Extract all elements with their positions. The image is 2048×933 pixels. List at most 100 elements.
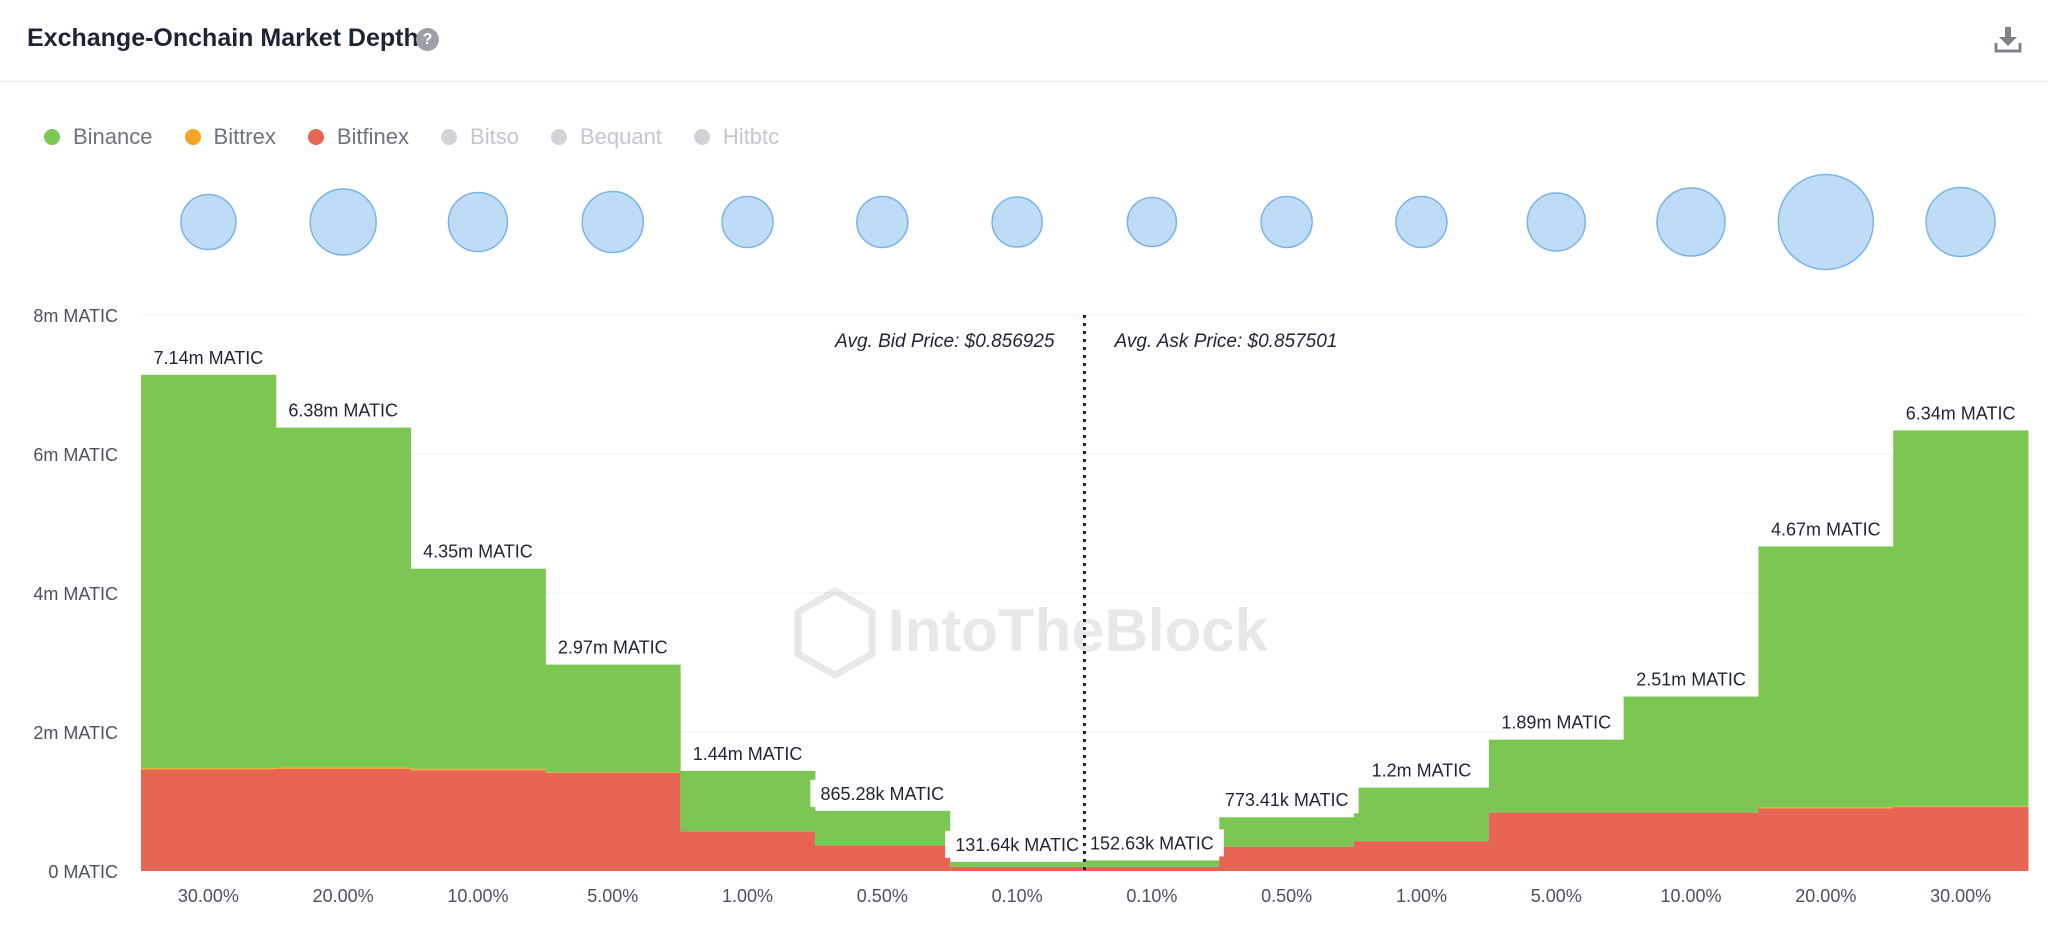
- legend-dot-icon: [44, 129, 60, 145]
- x-tick-label: 0.10%: [1126, 886, 1177, 906]
- legend-label: Bitso: [470, 124, 519, 149]
- liquidity-bubble: [1925, 186, 1996, 258]
- bar-segment-bittrex: [1758, 807, 1894, 809]
- liquidity-bubble: [856, 195, 909, 249]
- legend-item-bitfinex[interactable]: Bitfinex: [307, 124, 410, 150]
- chart-header: Exchange-Onchain Market Depth ?: [0, 0, 2048, 82]
- bar-segment-binance: [1893, 430, 2029, 807]
- y-tick-label: 6m MATIC: [33, 445, 118, 465]
- data-label-bg: [1079, 829, 1224, 857]
- data-label: 6.38m MATIC: [288, 401, 398, 421]
- x-tick-label: 20.00%: [1795, 886, 1856, 906]
- bar-segment-binance: [949, 861, 1085, 867]
- liquidity-bubble: [1656, 187, 1726, 257]
- legend-dot-icon: [441, 129, 458, 145]
- avg-ask-price-label: Avg. Ask Price: $0.857501: [1114, 331, 1338, 352]
- y-tick-label: 4m MATIC: [33, 584, 118, 604]
- legend-label: Bitfinex: [336, 124, 410, 149]
- bar-segment-binance: [1219, 817, 1355, 847]
- data-label: 152.63k MATIC: [1090, 833, 1214, 853]
- liquidity-bubble: [581, 190, 644, 254]
- liquidity-bubble: [1126, 196, 1178, 248]
- liquidity-bubble: [447, 191, 509, 253]
- bar-segment-binance: [410, 568, 546, 769]
- legend-dot-icon: [550, 129, 567, 145]
- data-label-bg: [810, 779, 955, 807]
- data-label-bg: [945, 830, 1090, 858]
- avg-bid-price-label: Avg. Bid Price: $0.856925: [834, 331, 1055, 352]
- liquidity-bubble: [180, 193, 237, 251]
- legend-item-bittrex[interactable]: Bittrex: [184, 124, 276, 150]
- download-icon[interactable]: [1993, 24, 2023, 54]
- data-label-bg: [551, 633, 675, 661]
- data-label: 131.64k MATIC: [955, 835, 1079, 855]
- watermark-logo-icon: [794, 586, 876, 680]
- data-label-bg: [1764, 515, 1888, 543]
- bar-segment-bittrex: [410, 768, 546, 771]
- bar-segment-bittrex: [275, 767, 412, 769]
- legend-dot-icon: [693, 129, 710, 145]
- data-label-bg: [416, 537, 540, 565]
- bar-segment-bitfinex: [141, 769, 277, 871]
- data-label: 773.41k MATIC: [1225, 790, 1349, 810]
- bar-segment-bitfinex: [275, 768, 412, 871]
- bar-segment-bitfinex: [1893, 807, 2029, 871]
- data-label-bg: [1364, 756, 1478, 784]
- bar-segment-bittrex: [1893, 806, 2029, 808]
- data-label: 1.44m MATIC: [693, 744, 803, 764]
- bar-segment-bitfinex: [1488, 812, 1625, 871]
- bar-segment-bitfinex: [1219, 846, 1355, 871]
- liquidity-bubble: [991, 196, 1043, 248]
- bar-segment-bitfinex: [1623, 812, 1759, 871]
- bar-segment-bitfinex: [410, 770, 546, 871]
- bar-segment-binance: [545, 664, 681, 773]
- data-label: 865.28k MATIC: [820, 784, 944, 804]
- chart-legend: Binance Bittrex Bitfinex Bitso Bequant Hitbtc: [44, 120, 811, 154]
- liquidity-bubble: [721, 195, 774, 249]
- bar-segment-bittrex: [141, 768, 277, 770]
- data-label-bg: [1494, 708, 1618, 736]
- x-tick-label: 30.00%: [1930, 886, 1991, 906]
- bar-segment-bitfinex: [949, 866, 1085, 871]
- y-tick-label: 0 MATIC: [48, 862, 118, 882]
- y-tick-label: 8m MATIC: [33, 306, 118, 326]
- liquidity-bubble: [309, 188, 377, 256]
- legend-dot-icon: [184, 129, 201, 145]
- page-title: Exchange-Onchain Market Depth: [27, 24, 419, 52]
- legend-item-bitso[interactable]: Bitso: [441, 124, 519, 150]
- x-tick-label: 1.00%: [1396, 886, 1447, 906]
- bar-segment-binance: [1354, 787, 1490, 842]
- x-tick-label: 10.00%: [1661, 886, 1722, 906]
- data-label: 4.35m MATIC: [423, 542, 533, 562]
- data-label: 6.34m MATIC: [1906, 403, 2016, 423]
- legend-label: Hitbtc: [722, 124, 780, 149]
- data-label: 4.67m MATIC: [1771, 519, 1881, 539]
- legend-dot-icon: [307, 129, 324, 145]
- legend-label: Bequant: [579, 124, 662, 149]
- data-label: 2.51m MATIC: [1636, 670, 1746, 690]
- liquidity-bubble: [1777, 173, 1875, 271]
- question-circle-icon[interactable]: ?: [416, 28, 439, 51]
- x-tick-label: 5.00%: [1531, 886, 1582, 906]
- liquidity-bubble: [1526, 192, 1586, 252]
- x-tick-label: 0.50%: [857, 886, 908, 906]
- bar-segment-binance: [680, 770, 816, 832]
- bar-segment-bitfinex: [680, 831, 816, 871]
- legend-item-bequant[interactable]: Bequant: [550, 124, 662, 150]
- x-tick-label: 5.00%: [587, 886, 638, 906]
- data-label: 7.14m MATIC: [154, 348, 264, 368]
- bar-segment-bitfinex: [1758, 808, 1894, 871]
- legend-item-binance[interactable]: Binance: [44, 124, 153, 150]
- data-label-bg: [146, 343, 271, 371]
- watermark-text: IntoTheBlock: [888, 597, 1269, 664]
- data-label: 2.97m MATIC: [558, 638, 668, 658]
- legend-label: Bittrex: [213, 124, 276, 149]
- x-tick-label: 30.00%: [178, 886, 239, 906]
- data-label: 1.2m MATIC: [1372, 761, 1472, 781]
- legend-item-hitbtc[interactable]: Hitbtc: [693, 124, 780, 150]
- x-tick-label: 0.10%: [992, 886, 1043, 906]
- x-tick-label: 10.00%: [447, 886, 508, 906]
- bar-segment-binance: [1623, 696, 1759, 813]
- bar-segment-binance: [141, 374, 277, 769]
- bar-segment-binance: [1758, 546, 1894, 808]
